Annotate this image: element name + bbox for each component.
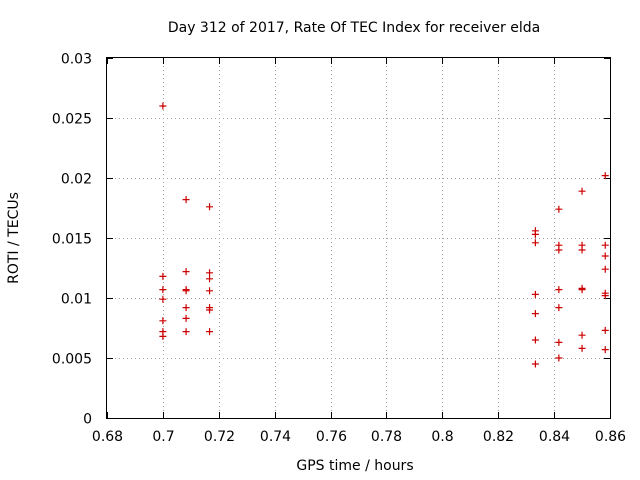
data-point xyxy=(601,172,609,180)
data-point xyxy=(578,187,586,195)
x-tick-label: 0.86 xyxy=(595,429,626,445)
data-point xyxy=(206,275,214,283)
data-points xyxy=(159,102,609,368)
x-tick-label: 0.74 xyxy=(260,429,291,445)
data-point xyxy=(555,205,563,213)
plot-frame xyxy=(106,57,611,419)
data-point xyxy=(601,252,609,260)
data-point xyxy=(601,241,609,249)
grid xyxy=(107,58,610,418)
y-tick-label: 0.02 xyxy=(61,172,92,188)
y-tick-label: 0.015 xyxy=(52,232,92,248)
data-point xyxy=(578,286,586,294)
y-tick-label: 0.01 xyxy=(61,292,92,308)
data-point xyxy=(555,338,563,346)
data-point xyxy=(159,272,167,280)
x-tick-label: 0.7 xyxy=(152,429,174,445)
data-point xyxy=(206,287,214,295)
data-point xyxy=(531,230,539,238)
x-tick-label: 0.8 xyxy=(431,429,453,445)
data-point xyxy=(159,317,167,325)
data-point xyxy=(555,286,563,294)
data-point xyxy=(578,344,586,352)
data-point xyxy=(206,306,214,314)
x-tick-label: 0.76 xyxy=(316,429,347,445)
data-point xyxy=(555,304,563,312)
data-point xyxy=(182,304,190,312)
data-point xyxy=(601,346,609,354)
data-point xyxy=(531,310,539,318)
data-point xyxy=(531,290,539,298)
data-point xyxy=(531,336,539,344)
data-point xyxy=(206,203,214,211)
x-tick-label: 0.68 xyxy=(92,429,123,445)
data-point xyxy=(182,314,190,322)
data-point xyxy=(206,269,214,277)
data-point xyxy=(159,332,167,340)
y-tick-label: 0.025 xyxy=(52,112,92,128)
x-axis-ticks: 0.68 0.7 0.72 0.74 0.76 0.78 0.8 0.82 0.84 0.86 xyxy=(92,58,626,445)
chart-title: Day 312 of 2017, Rate Of TEC Index for r… xyxy=(168,20,540,36)
y-tick-label: 0.03 xyxy=(61,52,92,68)
x-tick-label: 0.72 xyxy=(204,429,235,445)
x-tick-label: 0.84 xyxy=(539,429,570,445)
data-point xyxy=(601,292,609,300)
data-point xyxy=(531,239,539,247)
data-point xyxy=(159,295,167,303)
data-point xyxy=(555,246,563,254)
data-point xyxy=(182,328,190,336)
y-tick-label: 0.005 xyxy=(52,352,92,368)
data-point xyxy=(159,102,167,110)
data-point xyxy=(601,326,609,334)
x-tick-label: 0.82 xyxy=(483,429,514,445)
data-point xyxy=(601,265,609,273)
x-tick-label: 0.78 xyxy=(371,429,402,445)
data-point xyxy=(182,268,190,276)
x-axis-label: GPS time / hours xyxy=(296,458,413,474)
data-point xyxy=(578,246,586,254)
data-point xyxy=(159,286,167,294)
y-axis-label: ROTI / TECUs xyxy=(6,192,22,284)
y-axis-ticks: 0 0.005 0.01 0.015 0.02 0.025 0.03 xyxy=(52,52,610,428)
data-point xyxy=(555,354,563,362)
data-point xyxy=(206,328,214,336)
data-point xyxy=(182,287,190,295)
data-point xyxy=(531,360,539,368)
y-tick-label: 0 xyxy=(83,412,92,428)
data-point xyxy=(578,331,586,339)
data-point xyxy=(182,196,190,204)
